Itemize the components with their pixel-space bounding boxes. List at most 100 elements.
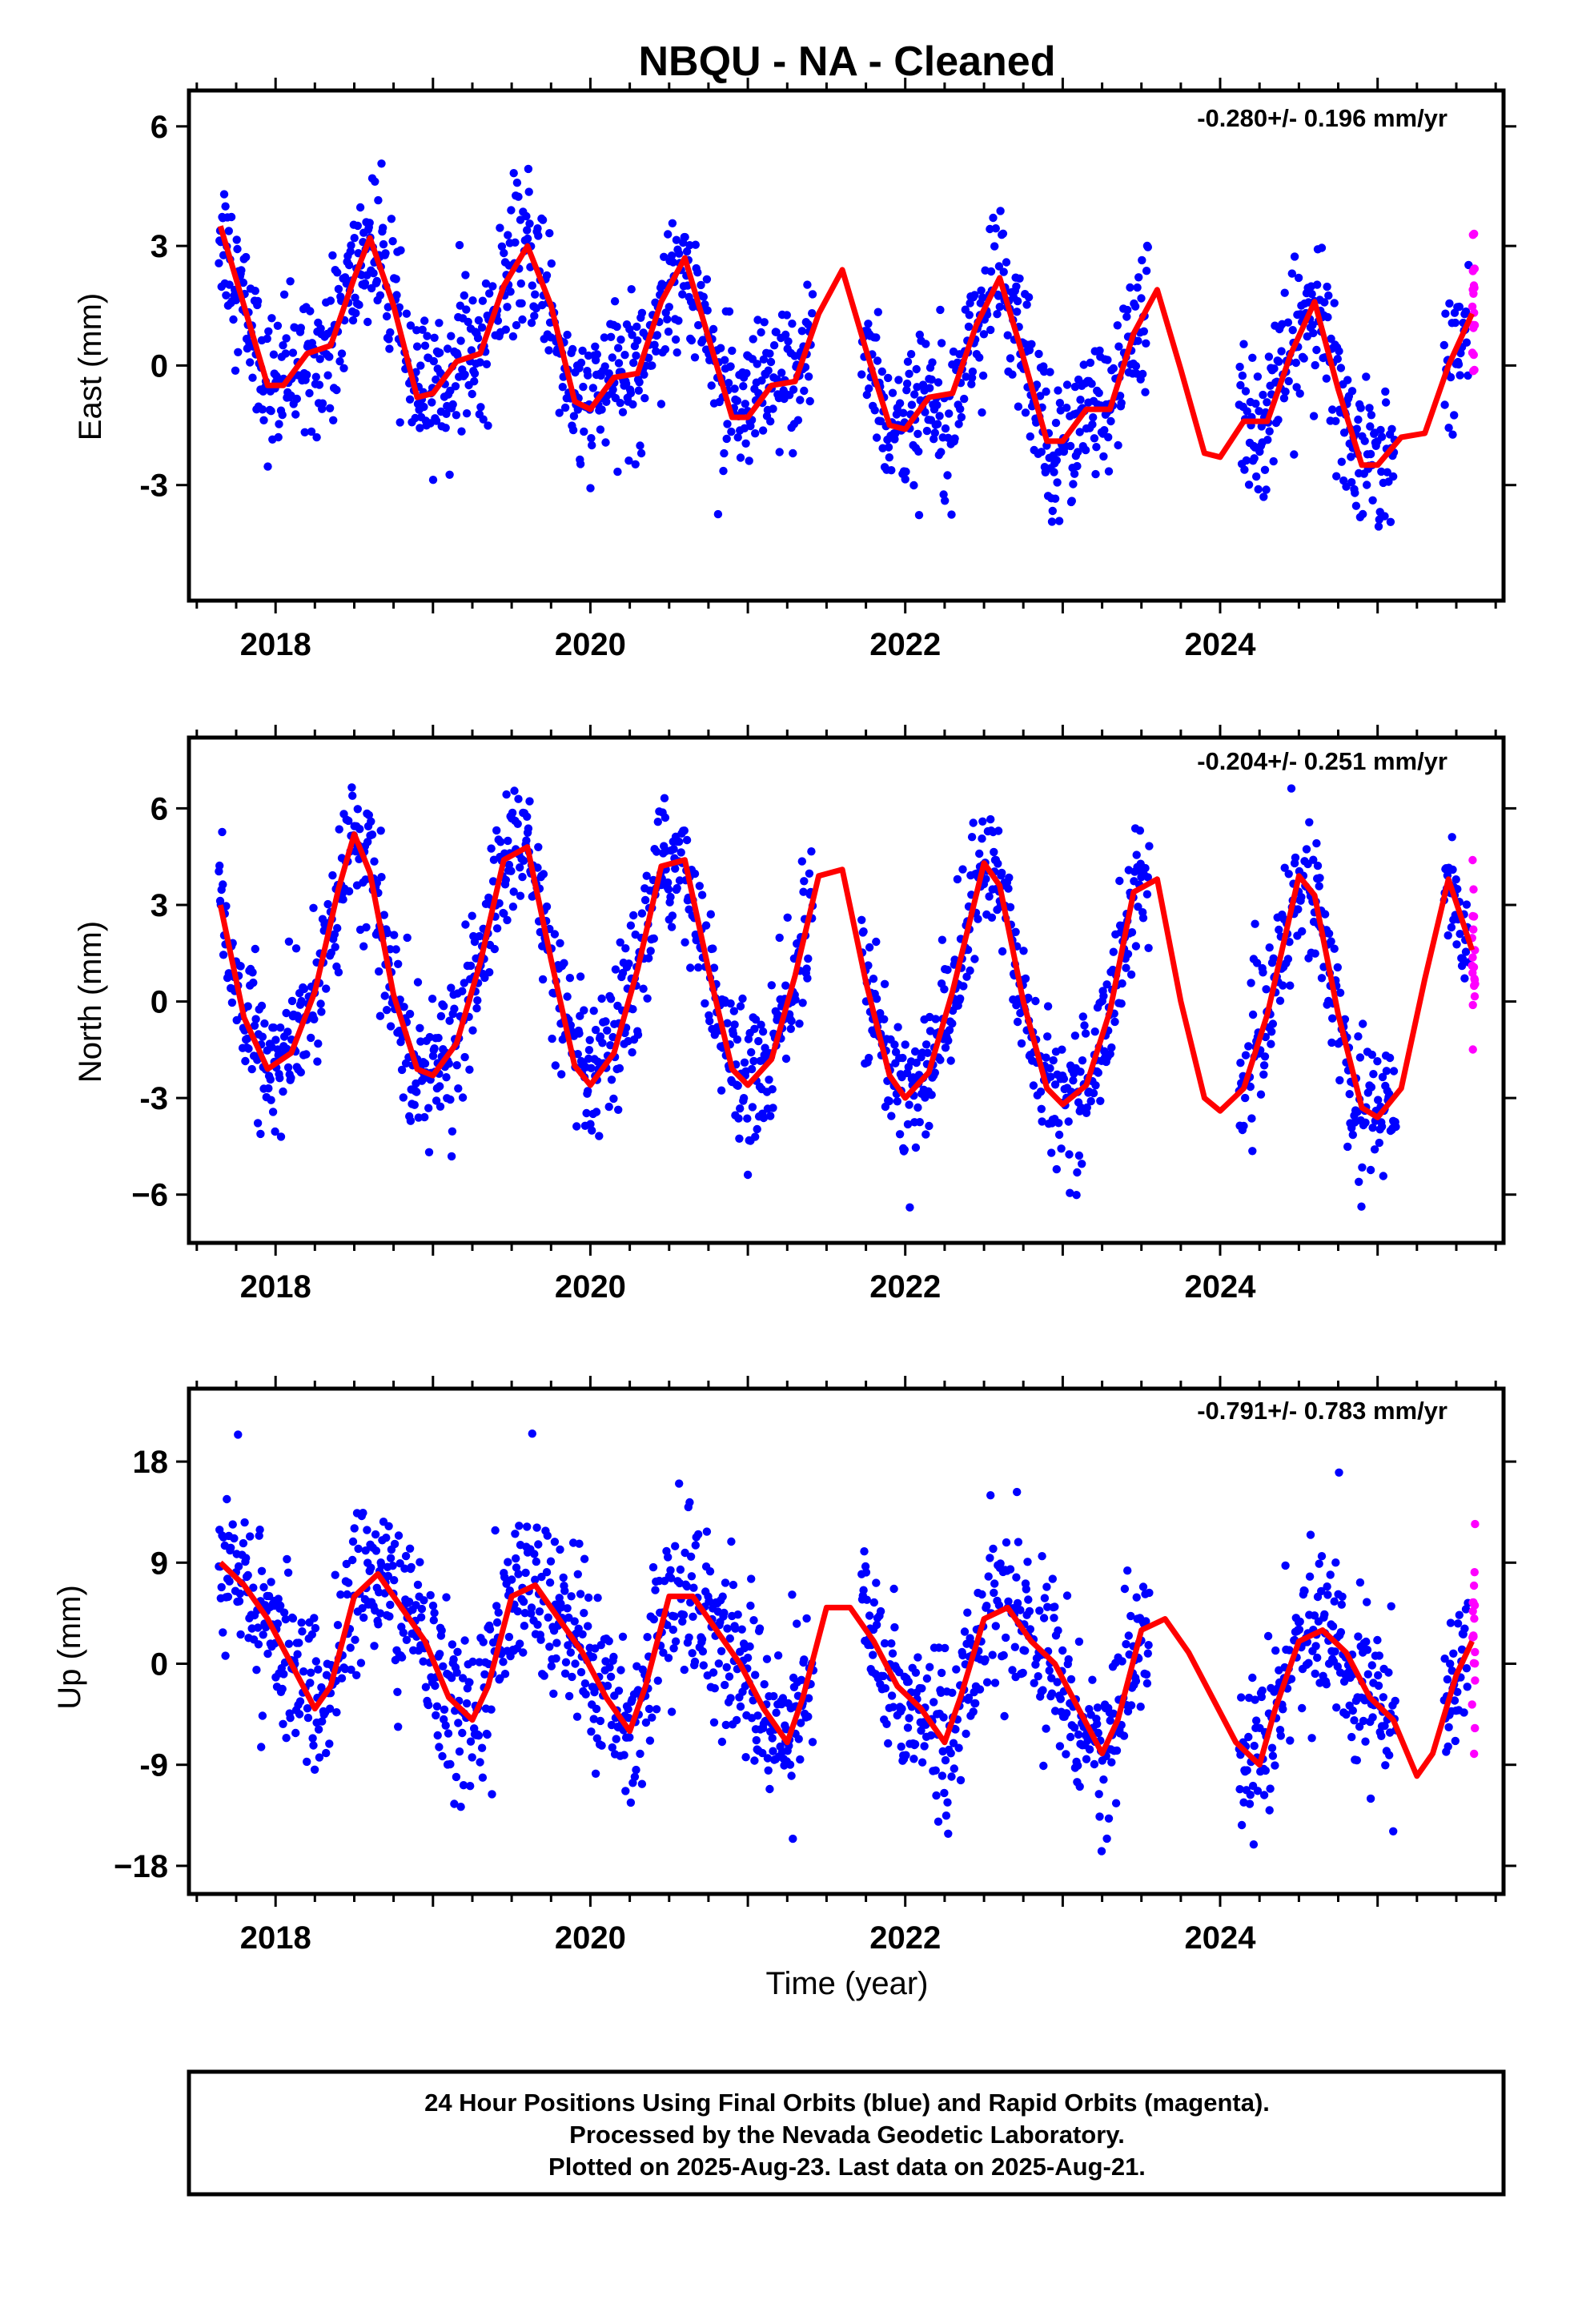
- up-final-point: [922, 1674, 932, 1683]
- up-final-point: [686, 1552, 696, 1562]
- up-final-point: [1126, 1611, 1135, 1621]
- up-final-point: [1374, 1671, 1383, 1680]
- up-final-point: [865, 1611, 874, 1620]
- east-final-point: [788, 320, 797, 328]
- east-final-point: [967, 373, 977, 382]
- north-final-point: [1461, 947, 1471, 956]
- east-final-point: [340, 273, 350, 282]
- up-final-point: [606, 1672, 616, 1681]
- east-final-point: [334, 284, 343, 294]
- east-final-point: [939, 490, 948, 499]
- up-final-point: [626, 1798, 636, 1807]
- north-final-point: [1070, 1031, 1080, 1040]
- up-final-point: [882, 1719, 891, 1728]
- east-final-point: [727, 427, 736, 436]
- up-final-point: [682, 1582, 692, 1591]
- east-final-point: [234, 348, 243, 356]
- up-final-point: [1035, 1606, 1044, 1615]
- north-final-point: [376, 826, 385, 835]
- north-final-point: [488, 877, 498, 886]
- up-final-point: [337, 1674, 347, 1683]
- north-final-point: [334, 967, 343, 977]
- up-final-point: [971, 1699, 980, 1708]
- east-final-point: [476, 358, 484, 367]
- north-final-point: [1143, 873, 1153, 882]
- up-final-point: [1251, 1695, 1259, 1704]
- up-final-point: [769, 1691, 778, 1701]
- up-final-point: [1062, 1709, 1071, 1718]
- east-final-point: [514, 192, 523, 201]
- east-final-point: [994, 262, 1004, 271]
- up-final-point: [295, 1697, 305, 1706]
- north-final-point: [236, 962, 245, 971]
- east-final-point: [1383, 468, 1392, 476]
- north-final-point: [473, 996, 482, 1005]
- up-final-point: [1384, 1668, 1393, 1677]
- north-final-point: [1091, 1081, 1100, 1090]
- up-final-point: [1271, 1761, 1279, 1770]
- east-final-point: [1309, 328, 1318, 338]
- north-final-point: [461, 920, 470, 929]
- north-final-point: [1109, 947, 1118, 956]
- east-final-point: [462, 305, 471, 314]
- north-final-point: [1090, 1027, 1099, 1036]
- east-final-point: [219, 251, 228, 259]
- up-final-point: [1463, 1683, 1472, 1691]
- up-final-point: [592, 1704, 601, 1714]
- north-rapid-point: [1469, 885, 1478, 894]
- east-final-point: [1073, 461, 1082, 471]
- east-final-point: [1269, 456, 1278, 466]
- east-final-point: [1290, 450, 1299, 459]
- up-final-point: [1373, 1635, 1382, 1645]
- east-final-point: [1239, 340, 1248, 348]
- north-final-point: [432, 1096, 441, 1105]
- up-final-point: [800, 1655, 809, 1664]
- east-final-point: [907, 400, 917, 409]
- east-final-point: [621, 380, 631, 388]
- up-final-point: [361, 1546, 370, 1555]
- east-final-point: [312, 432, 321, 442]
- up-final-point: [545, 1642, 554, 1651]
- north-final-point: [747, 1064, 757, 1074]
- north-final-point: [944, 1036, 953, 1045]
- up-final-point: [1440, 1655, 1449, 1663]
- up-final-point: [725, 1634, 734, 1643]
- east-final-point: [1242, 456, 1251, 465]
- east-final-point: [725, 307, 734, 316]
- up-final-point: [405, 1598, 414, 1606]
- east-final-point: [632, 351, 640, 360]
- up-final-point: [746, 1601, 755, 1610]
- up-final-point: [235, 1589, 244, 1598]
- up-final-point: [1048, 1574, 1058, 1583]
- east-final-point: [941, 497, 950, 505]
- up-final-point: [235, 1597, 244, 1606]
- east-final-point: [496, 223, 504, 232]
- up-x-tick-label: 2022: [869, 1920, 941, 1956]
- east-final-point: [1454, 360, 1464, 369]
- up-final-point: [1002, 1633, 1010, 1642]
- north-frame: [187, 735, 1506, 1245]
- up-final-point: [225, 1577, 234, 1586]
- east-final-point: [1050, 494, 1060, 503]
- north-final-point: [1244, 1042, 1253, 1051]
- north-final-point: [1312, 838, 1321, 848]
- east-final-point: [865, 384, 873, 393]
- up-final-point: [433, 1731, 442, 1740]
- north-final-point: [1050, 1080, 1060, 1089]
- north-final-point: [347, 783, 356, 792]
- up-final-point: [911, 1668, 921, 1677]
- north-final-point: [1456, 930, 1464, 939]
- up-final-point: [1040, 1594, 1050, 1602]
- up-final-point: [797, 1719, 805, 1727]
- up-rapid-point: [1470, 1749, 1479, 1759]
- up-final-point: [1136, 1703, 1145, 1711]
- up-final-point: [367, 1563, 375, 1572]
- east-final-point: [339, 364, 348, 372]
- east-final-point: [333, 268, 342, 277]
- north-final-point: [465, 1065, 474, 1074]
- north-final-point: [258, 1032, 267, 1041]
- north-final-point: [757, 1020, 765, 1029]
- east-final-point: [476, 403, 485, 412]
- north-final-point: [271, 1127, 279, 1136]
- east-final-point: [337, 349, 347, 358]
